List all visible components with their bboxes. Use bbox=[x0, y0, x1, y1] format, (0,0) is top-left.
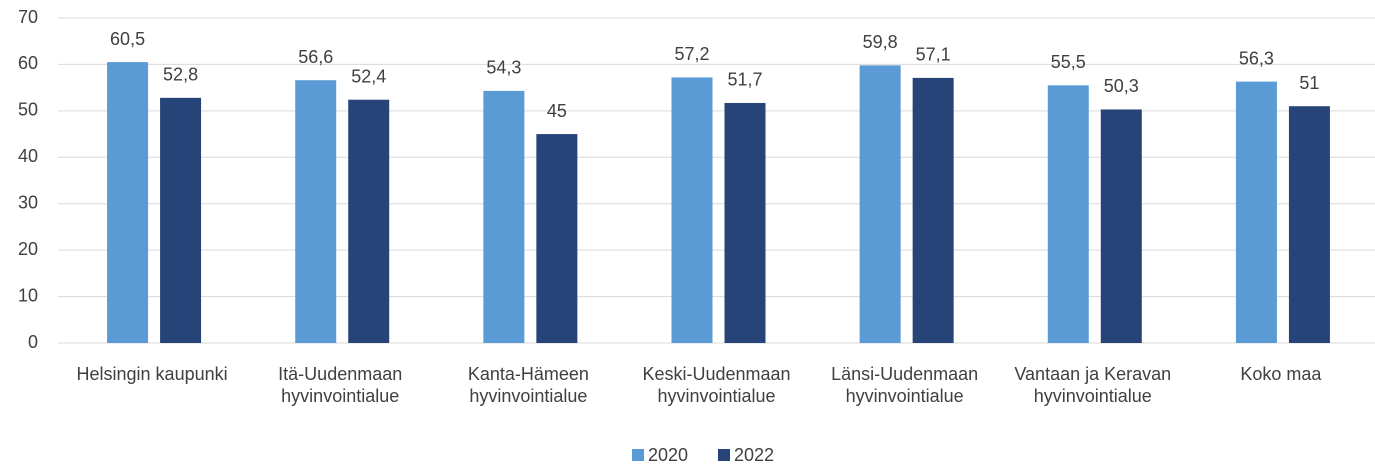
y-tick-label: 60 bbox=[18, 53, 38, 73]
legend-label: 2022 bbox=[734, 445, 774, 465]
data-label: 60,5 bbox=[110, 29, 145, 49]
bar bbox=[859, 65, 901, 343]
bar bbox=[483, 90, 525, 344]
data-label: 50,3 bbox=[1104, 76, 1139, 96]
y-tick-label: 20 bbox=[18, 239, 38, 259]
bar bbox=[107, 62, 149, 343]
data-label: 57,2 bbox=[674, 44, 709, 64]
bar bbox=[1100, 109, 1142, 343]
bar bbox=[671, 77, 713, 343]
legend-label: 2020 bbox=[648, 445, 688, 465]
data-label: 55,5 bbox=[1051, 52, 1086, 72]
bar bbox=[912, 77, 954, 344]
data-label: 51 bbox=[1299, 73, 1319, 93]
bar bbox=[160, 97, 202, 343]
data-label: 54,3 bbox=[486, 58, 521, 78]
x-tick-label: Helsingin kaupunki bbox=[76, 364, 228, 384]
y-tick-label: 0 bbox=[28, 332, 38, 352]
x-tick-label: Vantaan ja Keravan hyvinvointialue bbox=[1014, 364, 1172, 406]
data-label: 51,7 bbox=[727, 70, 762, 90]
bar bbox=[1235, 81, 1277, 343]
x-tick-label: Keski-Uudenmaan hyvinvointialue bbox=[642, 364, 791, 406]
data-label: 45 bbox=[547, 101, 567, 121]
data-label: 52,4 bbox=[351, 66, 386, 86]
data-label: 59,8 bbox=[863, 32, 898, 52]
bar bbox=[295, 80, 337, 343]
data-label: 52,8 bbox=[163, 65, 198, 85]
legend-swatch bbox=[718, 449, 730, 461]
data-label: 57,1 bbox=[916, 45, 951, 65]
bar bbox=[536, 134, 578, 343]
bar bbox=[1047, 85, 1089, 344]
x-tick-label: Länsi-Uudenmaan hyvinvointialue bbox=[831, 364, 979, 406]
x-tick-label: Koko maa bbox=[1240, 364, 1322, 384]
y-tick-label: 50 bbox=[18, 100, 38, 120]
bar bbox=[348, 99, 390, 343]
legend-swatch bbox=[632, 449, 644, 461]
x-tick-label: Kanta-Hämeen hyvinvointialue bbox=[467, 364, 589, 406]
y-tick-label: 10 bbox=[18, 285, 38, 305]
y-tick-label: 70 bbox=[18, 7, 38, 27]
y-tick-label: 40 bbox=[18, 146, 38, 166]
data-label: 56,6 bbox=[298, 47, 333, 67]
bar bbox=[724, 102, 766, 343]
bar bbox=[1288, 106, 1330, 343]
y-tick-label: 30 bbox=[18, 192, 38, 212]
data-label: 56,3 bbox=[1239, 48, 1274, 68]
x-tick-label: Itä-Uudenmaan hyvinvointialue bbox=[278, 364, 403, 406]
